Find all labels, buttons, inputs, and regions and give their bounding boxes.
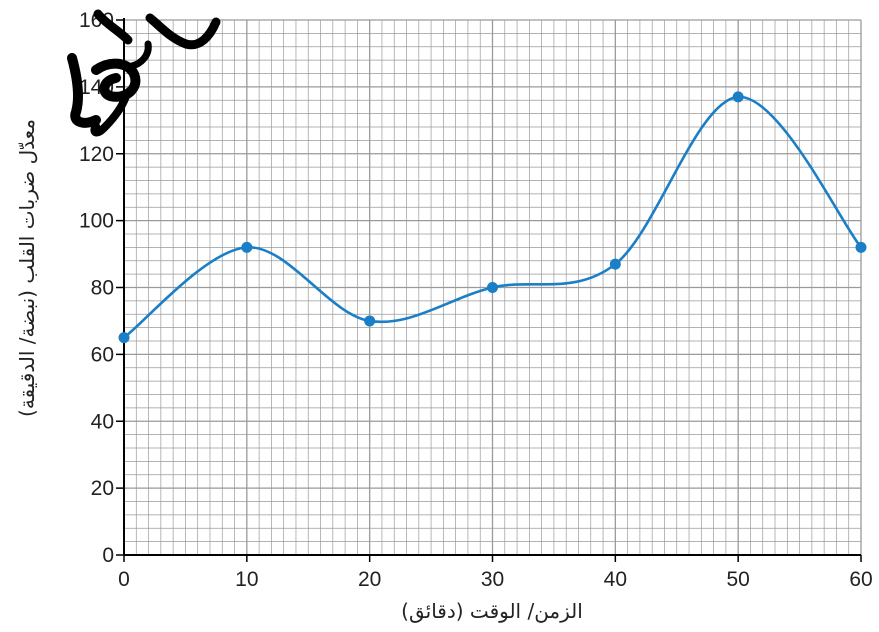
y-tick-label: 0	[102, 544, 114, 567]
data-point	[609, 258, 621, 270]
x-tick-label: 40	[604, 568, 627, 591]
handwritten-watermark	[67, 9, 221, 137]
y-axis-label: معدّل ضربات القلب (نبضة/ الدقيقة)	[15, 119, 39, 417]
data-point	[732, 91, 744, 103]
data-point	[364, 315, 376, 327]
y-tick-label: 60	[91, 343, 114, 366]
data-point	[487, 282, 498, 293]
y-tick-label: 100	[79, 210, 114, 233]
x-tick-label: 60	[849, 568, 872, 591]
x-tick-label: 50	[726, 568, 749, 591]
chart-grid	[123, 19, 862, 556]
y-tick-label: 40	[91, 410, 114, 433]
y-tick-label: 80	[91, 277, 114, 300]
x-tick-label: 20	[358, 568, 381, 591]
y-tick-label: 20	[91, 477, 114, 500]
x-tick-label: 0	[118, 568, 130, 591]
x-tick-label: 10	[235, 568, 258, 591]
x-axis-label: الزمن/ الوقت (دقائق)	[401, 599, 583, 623]
y-tick-label: 120	[79, 143, 114, 166]
data-point	[855, 241, 867, 253]
data-point	[241, 241, 253, 253]
data-point	[118, 332, 130, 344]
x-tick-label: 30	[481, 568, 504, 591]
series-points	[118, 91, 867, 344]
